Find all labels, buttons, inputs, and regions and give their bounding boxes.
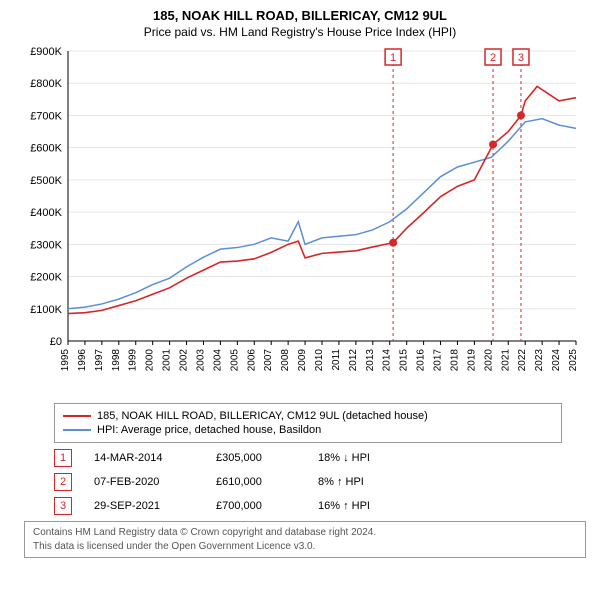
event-badge: 1: [54, 449, 72, 467]
svg-text:2023: 2023: [534, 349, 545, 372]
legend-item: HPI: Average price, detached house, Basi…: [63, 424, 553, 436]
legend: 185, NOAK HILL ROAD, BILLERICAY, CM12 9U…: [54, 403, 562, 443]
svg-text:£700K: £700K: [30, 110, 62, 122]
svg-text:2004: 2004: [212, 349, 223, 372]
svg-text:2009: 2009: [297, 349, 308, 372]
svg-text:2025: 2025: [568, 349, 579, 372]
sale-event-row: 1 14-MAR-2014 £305,000 18% ↓ HPI: [54, 449, 590, 467]
svg-text:1998: 1998: [111, 349, 122, 372]
svg-text:2013: 2013: [365, 349, 376, 372]
event-price: £610,000: [216, 476, 296, 488]
svg-text:1999: 1999: [128, 349, 139, 372]
footer-line: Contains HM Land Registry data © Crown c…: [33, 526, 577, 540]
legend-swatch: [63, 429, 91, 431]
svg-text:2014: 2014: [382, 349, 393, 372]
svg-text:2021: 2021: [500, 349, 511, 372]
svg-text:2006: 2006: [246, 349, 257, 372]
svg-text:2003: 2003: [195, 349, 206, 372]
svg-text:£400K: £400K: [30, 207, 62, 219]
svg-text:£200K: £200K: [30, 272, 62, 284]
svg-text:2017: 2017: [433, 349, 444, 372]
svg-text:2: 2: [490, 52, 496, 64]
svg-text:2008: 2008: [280, 349, 291, 372]
svg-text:2001: 2001: [162, 349, 173, 372]
svg-text:2000: 2000: [145, 349, 156, 372]
legend-label: HPI: Average price, detached house, Basi…: [97, 424, 321, 436]
sale-event-row: 2 07-FEB-2020 £610,000 8% ↑ HPI: [54, 473, 590, 491]
event-date: 29-SEP-2021: [94, 500, 194, 512]
svg-text:2019: 2019: [466, 349, 477, 372]
svg-text:2005: 2005: [229, 349, 240, 372]
event-badge: 2: [54, 473, 72, 491]
svg-text:2018: 2018: [449, 349, 460, 372]
svg-text:1997: 1997: [94, 349, 105, 372]
svg-text:1995: 1995: [60, 349, 71, 372]
event-date: 14-MAR-2014: [94, 452, 194, 464]
event-badge: 3: [54, 497, 72, 515]
legend-swatch: [63, 415, 91, 417]
svg-text:2011: 2011: [331, 349, 342, 371]
page-title: 185, NOAK HILL ROAD, BILLERICAY, CM12 9U…: [10, 8, 590, 23]
svg-text:1: 1: [390, 52, 396, 64]
svg-text:2016: 2016: [416, 349, 427, 372]
event-delta: 16% ↑ HPI: [318, 500, 408, 512]
svg-text:£900K: £900K: [30, 46, 62, 58]
svg-text:3: 3: [518, 52, 524, 64]
svg-text:2015: 2015: [399, 349, 410, 372]
svg-text:£100K: £100K: [30, 304, 62, 316]
svg-text:2002: 2002: [179, 349, 190, 372]
event-delta: 8% ↑ HPI: [318, 476, 408, 488]
svg-text:£600K: £600K: [30, 143, 62, 155]
page-subtitle: Price paid vs. HM Land Registry's House …: [10, 25, 590, 39]
legend-item: 185, NOAK HILL ROAD, BILLERICAY, CM12 9U…: [63, 410, 553, 422]
sale-event-row: 3 29-SEP-2021 £700,000 16% ↑ HPI: [54, 497, 590, 515]
svg-text:2007: 2007: [263, 349, 274, 372]
event-date: 07-FEB-2020: [94, 476, 194, 488]
svg-text:£800K: £800K: [30, 78, 62, 90]
svg-text:2012: 2012: [348, 349, 359, 372]
price-chart: £0 £100K £200K £300K £400K £500K £600K £700K £80…: [20, 45, 580, 395]
event-price: £700,000: [216, 500, 296, 512]
svg-text:2010: 2010: [314, 349, 325, 372]
event-delta: 18% ↓ HPI: [318, 452, 408, 464]
svg-text:£500K: £500K: [30, 175, 62, 187]
event-price: £305,000: [216, 452, 296, 464]
svg-text:2020: 2020: [483, 349, 494, 372]
svg-text:2022: 2022: [517, 349, 528, 372]
attribution-footer: Contains HM Land Registry data © Crown c…: [24, 521, 586, 558]
svg-text:2024: 2024: [551, 349, 562, 372]
svg-text:£300K: £300K: [30, 239, 62, 251]
footer-line: This data is licensed under the Open Gov…: [33, 540, 577, 554]
svg-text:£0: £0: [50, 336, 62, 348]
legend-label: 185, NOAK HILL ROAD, BILLERICAY, CM12 9U…: [97, 410, 428, 422]
svg-text:1996: 1996: [77, 349, 88, 372]
sale-events: 1 14-MAR-2014 £305,000 18% ↓ HPI 2 07-FE…: [54, 449, 590, 515]
